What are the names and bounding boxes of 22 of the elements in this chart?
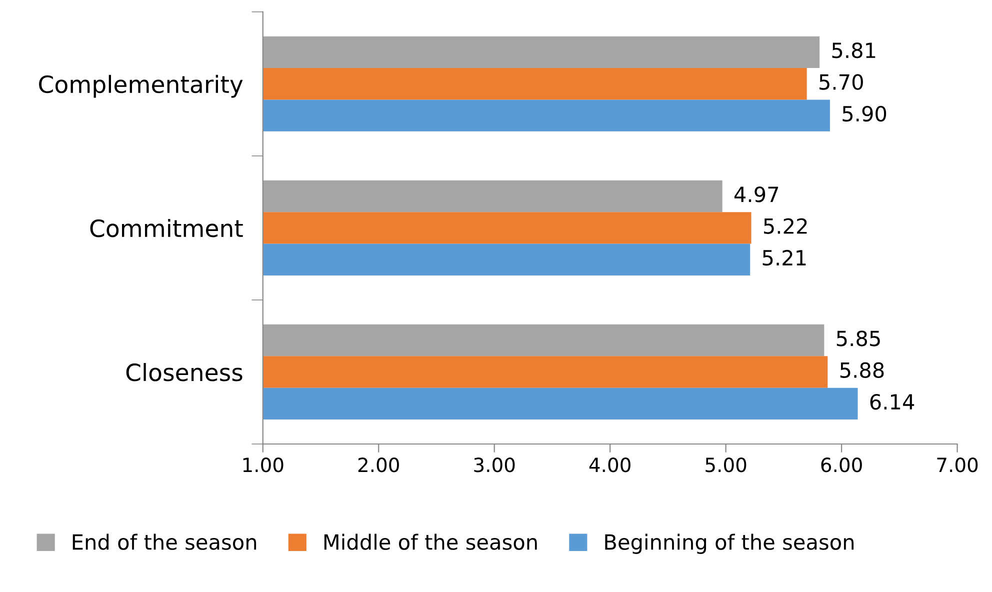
- data-label: 4.97: [734, 186, 778, 202]
- data-label: 5.21: [762, 250, 806, 266]
- data-label: 5.81: [832, 42, 876, 58]
- legend-label: Middle of the season: [324, 534, 537, 550]
- y-tick-label: Commitment: [90, 218, 243, 238]
- legend-label: End of the season: [72, 534, 256, 550]
- x-tick-label: 6.00: [821, 458, 862, 472]
- y-tick-label: Complementarity: [39, 74, 243, 98]
- y-tick-label: Closeness: [126, 363, 242, 382]
- data-label: 5.88: [840, 362, 884, 378]
- x-tick-label: 4.00: [589, 458, 630, 472]
- data-label: 5.85: [836, 330, 880, 346]
- x-tick-label: 3.00: [474, 458, 515, 472]
- data-label: 6.14: [870, 394, 914, 410]
- data-label: 5.22: [764, 218, 807, 234]
- data-label: 5.90: [842, 106, 886, 122]
- x-tick-label: 1.00: [243, 458, 284, 472]
- x-tick-label: 5.00: [706, 458, 746, 472]
- x-tick-label: 2.00: [358, 458, 399, 472]
- data-label: 5.70: [820, 74, 863, 90]
- legend-label: Beginning of the season: [605, 534, 854, 554]
- x-tick-label: 7.00: [937, 458, 978, 472]
